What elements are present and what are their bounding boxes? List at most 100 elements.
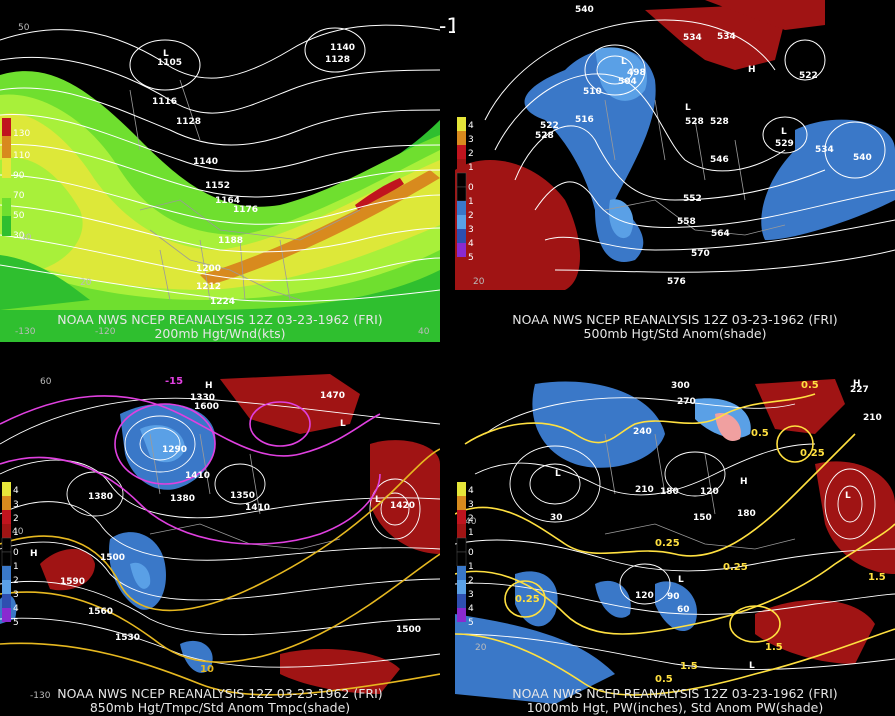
wind-legend: 130 110 90 70 50 30 xyxy=(2,118,30,241)
high-marker: H xyxy=(740,477,748,487)
contour-label: 1164 xyxy=(215,196,240,206)
contour-label: 1530 xyxy=(115,633,140,643)
low-marker: L xyxy=(678,575,684,585)
legend-label: 3 xyxy=(468,225,474,235)
contour-label: 1140 xyxy=(193,157,218,167)
legend-label: 1 xyxy=(468,562,474,572)
contour-label: 528 xyxy=(685,117,704,127)
legend-label: 2 xyxy=(468,211,474,221)
contour-label: 498 xyxy=(627,68,646,78)
anom-legend: 4 3 2 1 0 1 2 3 4 5 xyxy=(456,482,474,628)
legend-label: 3 xyxy=(13,590,19,600)
contour-label: 1420 xyxy=(390,501,415,511)
panel-caption-line2: 850mb Hgt/Tmpc/Std Anom Tmpc(shade) xyxy=(89,700,351,715)
legend-label: 1 xyxy=(468,163,474,173)
contour-label: 1200 xyxy=(196,264,221,274)
high-marker: H xyxy=(205,381,213,391)
panel-caption-line1: NOAA NWS NCEP REANALYSIS 12Z 03-23-1962 … xyxy=(57,312,383,327)
temp-label: 10 xyxy=(200,664,214,675)
contour-label: 1380 xyxy=(88,492,113,502)
legend-label: 3 xyxy=(468,590,474,600)
panel-1000mb: 0.5 0.5 0.25 0.25 0.25 1.5 1.5 1.5 0.5 0… xyxy=(455,374,895,716)
contour-label: 227 xyxy=(850,385,869,395)
lat-tick: 60 xyxy=(40,377,52,387)
legend-label: 0 xyxy=(13,548,19,558)
legend-label: 130 xyxy=(13,129,30,139)
legend-label: 1 xyxy=(13,562,19,572)
contour-label: 60 xyxy=(677,605,690,615)
map-1000mb: 0.5 0.5 0.25 0.25 0.25 1.5 1.5 1.5 0.5 0… xyxy=(455,374,895,716)
pw-label: 0.25 xyxy=(515,594,540,605)
lat-tick: 50 xyxy=(18,23,30,33)
lat-tick: 20 xyxy=(80,278,92,288)
contour-label: 120 xyxy=(635,591,654,601)
contour-label: 1590 xyxy=(60,577,85,587)
high-marker: H xyxy=(30,549,38,559)
contour-label: 576 xyxy=(667,277,686,287)
panel-caption-line2: 200mb Hgt/Wnd(kts) xyxy=(154,326,286,341)
lat-tick: 40 xyxy=(418,327,430,337)
contour-label: 1350 xyxy=(230,491,255,501)
map-850mb: -15 10 1290 1410 1380 1350 1410 1500 153… xyxy=(0,374,440,716)
legend-label: 3 xyxy=(468,500,474,510)
contour-label: 30 xyxy=(550,513,563,523)
contour-label: 1212 xyxy=(196,282,221,292)
legend-label: 2 xyxy=(13,514,19,524)
legend-label: 0 xyxy=(468,183,474,193)
temp-label: -15 xyxy=(165,376,183,387)
panel-caption-line2: 500mb Hgt/Std Anom(shade) xyxy=(583,326,767,341)
anom-legend: 4 3 2 1 0 1 2 3 4 5 xyxy=(456,117,474,263)
low-marker: L xyxy=(340,419,346,429)
contour-label: 1224 xyxy=(210,297,235,307)
legend-label: 90 xyxy=(13,171,25,181)
panel-850mb: -15 10 1290 1410 1380 1350 1410 1500 153… xyxy=(0,374,440,716)
contour-label: 1410 xyxy=(185,471,210,481)
contour-label: 528 xyxy=(710,117,729,127)
legend-label: 70 xyxy=(13,191,25,201)
panel-caption-line1: NOAA NWS NCEP REANALYSIS 12Z 03-23-1962 … xyxy=(57,686,383,701)
legend-label: 110 xyxy=(13,151,30,161)
legend-label: 1 xyxy=(468,528,474,538)
contour-label: 1128 xyxy=(176,117,201,127)
contour-label: 1500 xyxy=(396,625,421,635)
contour-label: 534 xyxy=(683,33,702,43)
contour-label: 120 xyxy=(700,487,719,497)
legend-label: 4 xyxy=(468,486,474,496)
pw-label: 0.5 xyxy=(751,428,769,439)
contour-label: 1560 xyxy=(88,607,113,617)
low-marker: L xyxy=(375,495,381,505)
legend-label: 4 xyxy=(13,486,19,496)
legend-label: 2 xyxy=(468,149,474,159)
contour-label: 180 xyxy=(660,487,679,497)
contour-label: 552 xyxy=(683,194,702,204)
contour-label: 570 xyxy=(691,249,710,259)
contour-label: 528 xyxy=(535,131,554,141)
panel-500mb: 540 534 528 522 516 510 504 498 546 552 … xyxy=(455,0,895,342)
contour-label: 1188 xyxy=(218,236,243,246)
contour-label: 534 xyxy=(717,32,736,42)
contour-label: 300 xyxy=(671,381,690,391)
pw-label: 0.5 xyxy=(801,380,819,391)
legend-label: 3 xyxy=(13,500,19,510)
legend-label: 3 xyxy=(468,135,474,145)
legend-label: 5 xyxy=(468,253,474,263)
legend-label: 1 xyxy=(13,528,19,538)
low-marker: L xyxy=(781,127,787,137)
contour-label: 1410 xyxy=(245,503,270,513)
contour-label: 522 xyxy=(540,121,559,131)
contour-label: 1140 xyxy=(330,43,355,53)
lat-tick: 20 xyxy=(475,643,487,653)
legend-label: 4 xyxy=(13,604,19,614)
low-marker: L xyxy=(685,103,691,113)
contour-label: 240 xyxy=(633,427,652,437)
contour-label: 546 xyxy=(710,155,729,165)
map-500mb: 540 534 528 522 516 510 504 498 546 552 … xyxy=(455,0,895,342)
legend-label: 5 xyxy=(468,618,474,628)
pw-label: 1.5 xyxy=(868,572,886,583)
low-marker: L xyxy=(555,469,561,479)
contour-label: 1105 xyxy=(157,58,182,68)
lat-tick: 30 xyxy=(20,233,32,243)
pw-label: 1.5 xyxy=(765,642,783,653)
contour-label: 564 xyxy=(711,229,730,239)
map-200mb: 1116 1128 1140 1152 1164 1176 1188 1200 … xyxy=(0,0,440,342)
